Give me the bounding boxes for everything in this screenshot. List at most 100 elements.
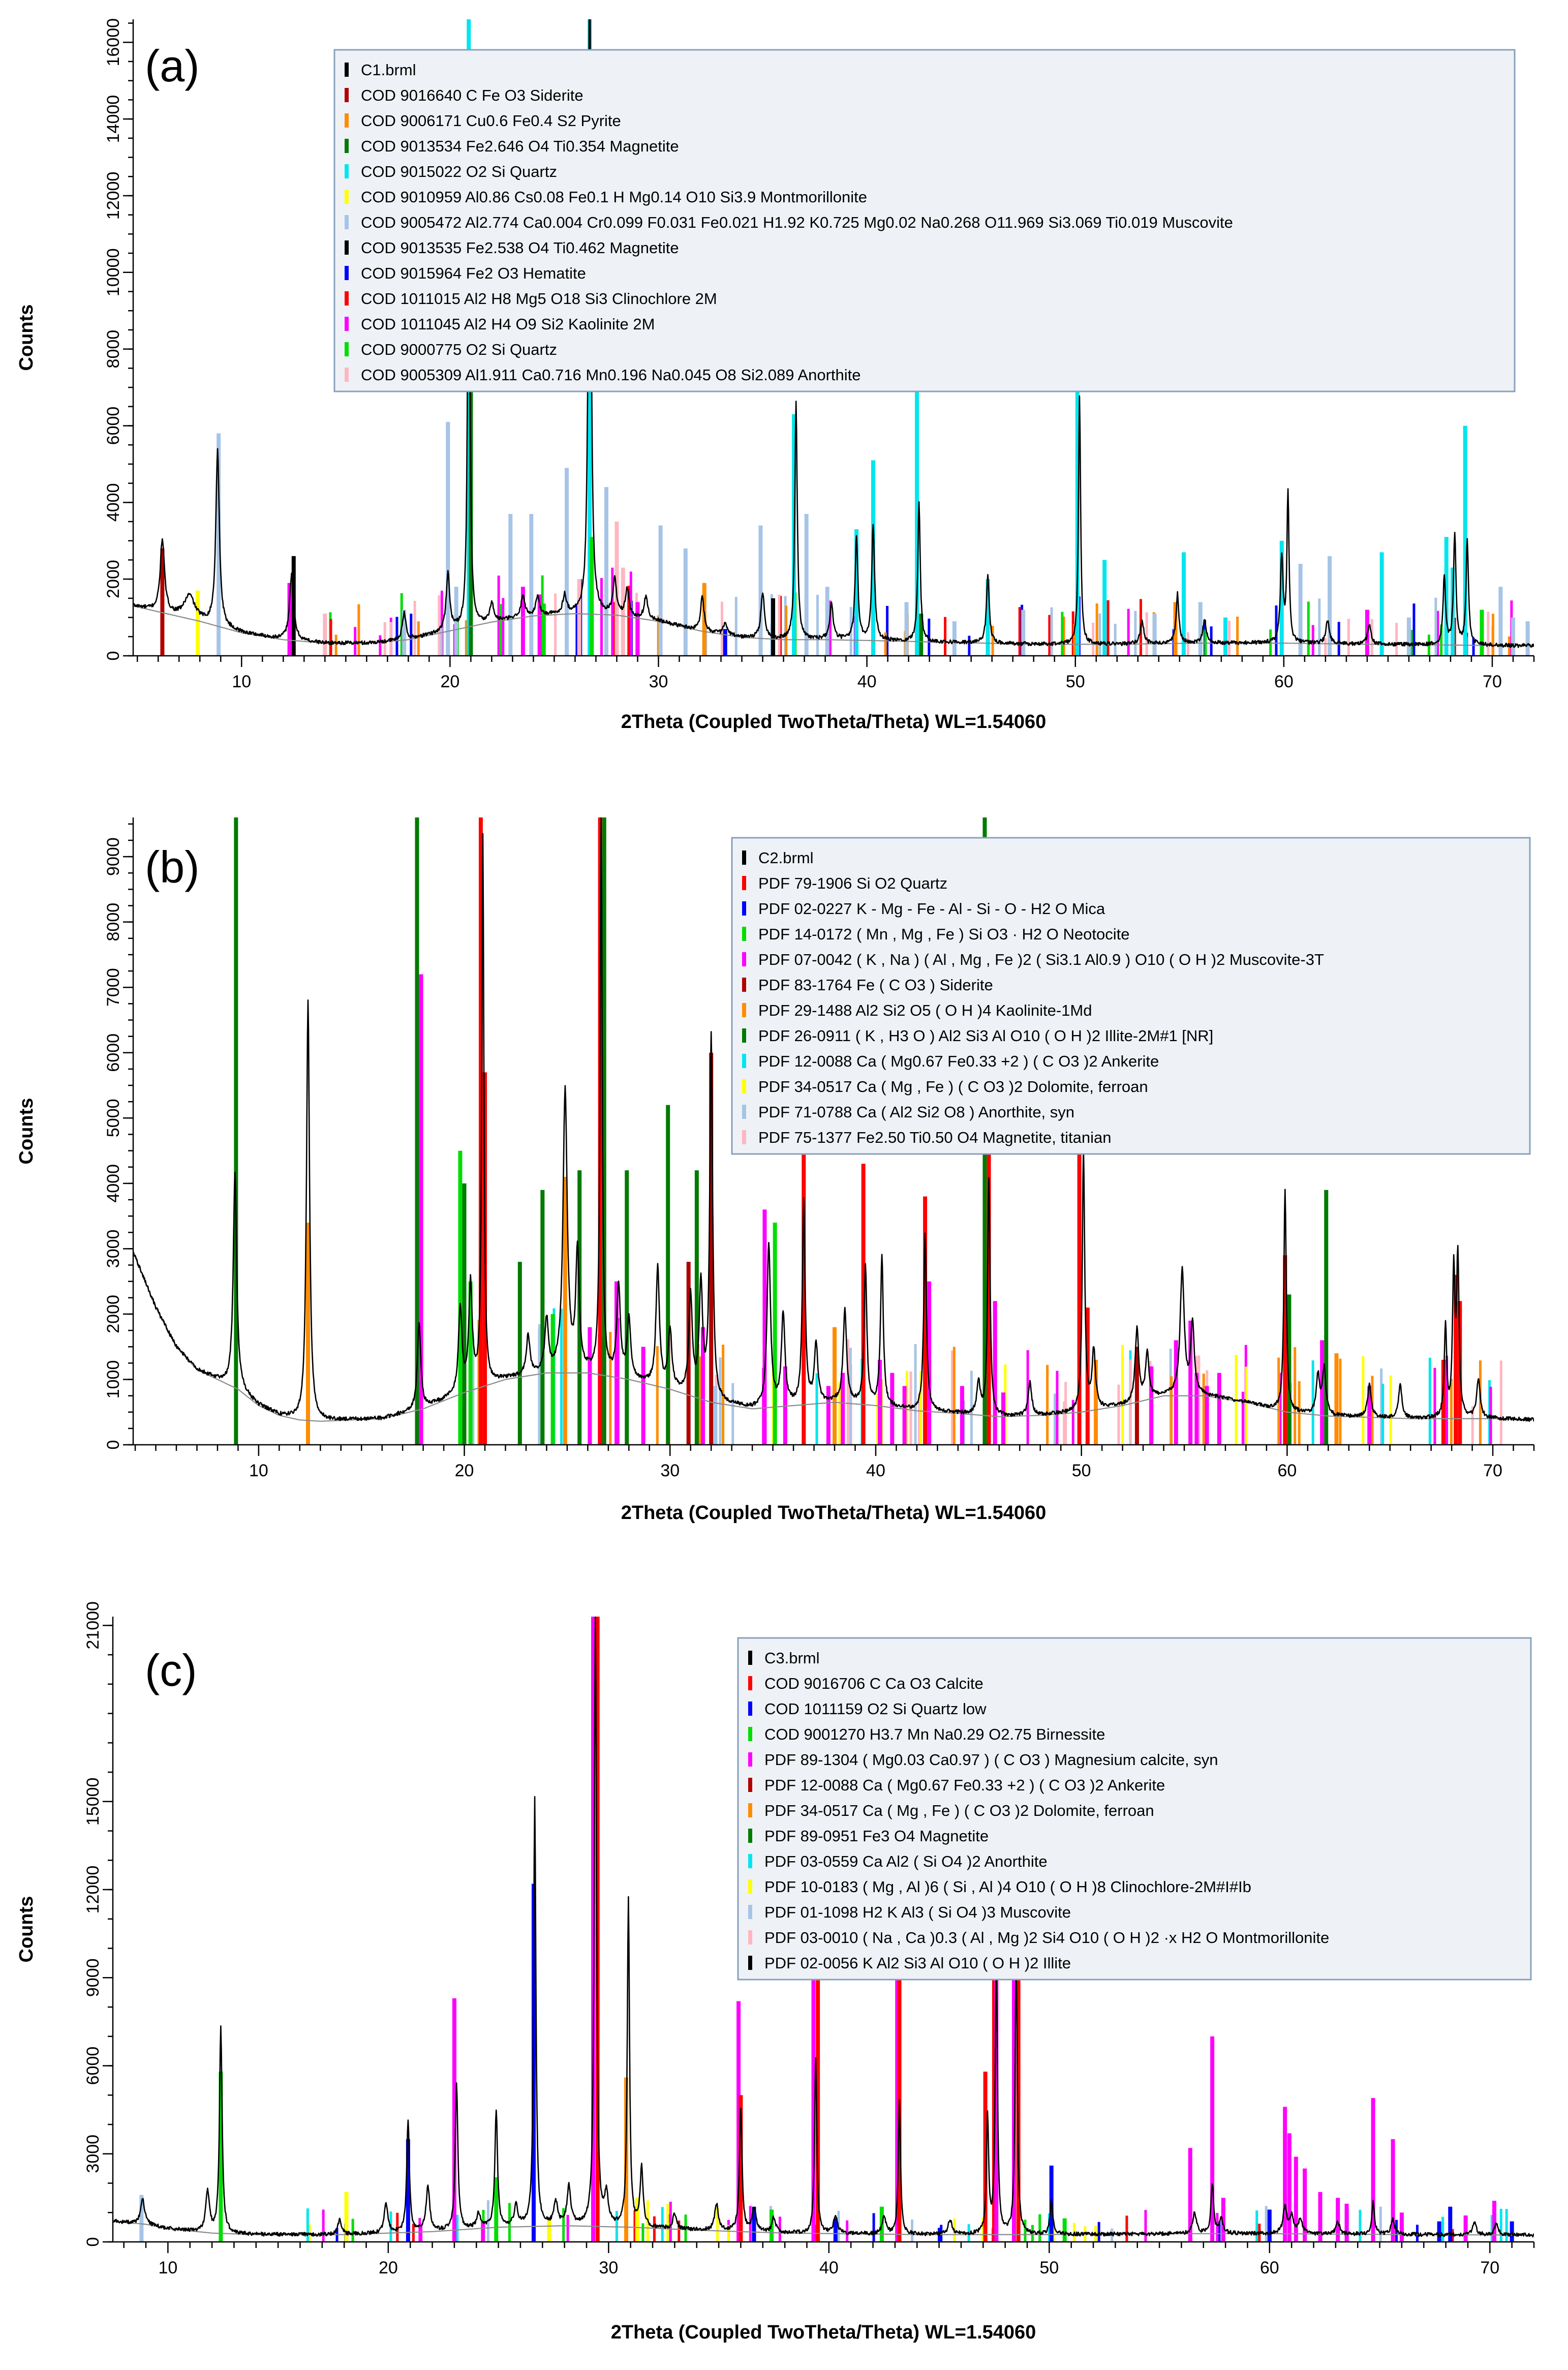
legend-entry: PDF 89-1304 ( Mg0.03 Ca0.97 ) ( C O3 ) M… [764, 1751, 1218, 1769]
xrd-chart-c: 10 20 30 40 50 60 70 0 3000 6000 9000 12000 15000 210… [16, 1601, 1535, 2343]
x-tick-label: 30 [660, 1461, 680, 1480]
legend-swatch [748, 1829, 752, 1843]
legend-entry: PDF 34-0517 Ca ( Mg , Fe ) ( C O3 )2 Dol… [758, 1078, 1148, 1096]
panel-c: 10 20 30 40 50 60 70 0 3000 6000 9000 12000 15000 210… [0, 1591, 1568, 2370]
legend-entry: PDF 07-0042 ( K , Na ) ( Al , Mg , Fe )2… [758, 951, 1324, 968]
x-tick-label: 60 [1274, 672, 1294, 691]
legend-swatch [742, 952, 746, 966]
y-tick-label: 2000 [104, 1295, 123, 1333]
x-tick-label: 40 [819, 2258, 839, 2277]
legend-entry: COD 9015022 O2 Si Quartz [361, 163, 557, 180]
xrd-chart-b: 10 20 30 40 50 60 70 0 1000 2000 3000 4000 5000 6000 7… [16, 817, 1535, 1524]
y-tick-label: 5000 [104, 1099, 123, 1137]
y-tick-label: 1000 [104, 1360, 123, 1399]
legend-entry: PDF 02-0227 K - Mg - Fe - Al - Si - O - … [758, 900, 1105, 918]
legend-box [737, 1637, 1532, 1981]
legend-entry: PDF 03-0010 ( Na , Ca )0.3 ( Al , Mg )2 … [764, 1929, 1329, 1947]
x-tick-label: 10 [249, 1461, 268, 1480]
y-tick-label: 6000 [83, 2047, 103, 2085]
legend-swatch [345, 164, 349, 178]
legend-entry: PDF 83-1764 Fe ( C O3 ) Siderite [758, 976, 993, 994]
background-curve [113, 2221, 1532, 2236]
x-tick-label: 60 [1277, 1461, 1297, 1480]
legend-swatch [742, 978, 746, 992]
y-tick-label: 9000 [83, 1958, 103, 1997]
x-tick-label: 40 [857, 672, 877, 691]
measured-pattern-line [113, 1617, 1534, 2238]
legend-swatch [742, 1054, 746, 1068]
legend-swatch [345, 291, 349, 306]
legend-entry: PDF 14-0172 ( Mn , Mg , Fe ) Si O3 · H2 … [758, 925, 1129, 943]
panel-label: (c) [145, 1645, 197, 1695]
measured-pattern-line [133, 817, 1534, 1422]
legend-swatch [748, 1701, 752, 1716]
legend-entry: PDF 75-1377 Fe2.50 Ti0.50 O4 Magnetite, … [758, 1129, 1111, 1146]
x-axis-label: 2Theta (Coupled TwoTheta/Theta) WL=1.540… [621, 711, 1046, 733]
legend-swatch [748, 1727, 752, 1741]
x-tick-label: 20 [379, 2258, 398, 2277]
legend-swatch [748, 1854, 752, 1868]
legend-entry: COD 9016706 C Ca O3 Calcite [764, 1675, 983, 1692]
legend-entry: COD 9005309 Al1.911 Ca0.716 Mn0.196 Na0.… [361, 366, 861, 384]
x-tick-label: 50 [1066, 672, 1085, 691]
y-tick-label: 8000 [104, 903, 123, 941]
y-tick-label: 16000 [104, 18, 123, 67]
x-tick-label: 50 [1072, 1461, 1091, 1480]
y-tick-label: 0 [104, 1440, 123, 1450]
legend-entry: COD 9013534 Fe2.646 O4 Ti0.354 Magnetite [361, 137, 679, 155]
legend-swatch [742, 850, 746, 865]
legend-swatch [345, 317, 349, 331]
legend-entry: PDF 02-0056 K Al2 Si3 Al O10 ( O H )2 Il… [764, 1954, 1071, 1972]
y-tick-label: 3000 [83, 2135, 103, 2173]
y-tick-label: 0 [83, 2237, 103, 2247]
legend-swatch [748, 1651, 752, 1665]
legend-swatch [345, 266, 349, 280]
legend-swatch [742, 1079, 746, 1093]
panel-a: 10 20 30 40 50 60 70 0 2000 4000 6000 8000 10000 1200… [0, 0, 1568, 752]
x-axis-label: 2Theta (Coupled TwoTheta/Theta) WL=1.540… [611, 2322, 1036, 2343]
panel-b: 10 20 30 40 50 60 70 0 1000 2000 3000 4000 5000 6000 7… [0, 793, 1568, 1545]
legend-swatch [742, 927, 746, 941]
legend-entry: COD 1011015 Al2 H8 Mg5 O18 Si3 Clinochlo… [361, 290, 717, 308]
x-tick-label: 60 [1260, 2258, 1279, 2277]
legend-swatch [345, 368, 349, 382]
legend-swatch [345, 215, 349, 229]
legend-swatch [345, 139, 349, 153]
panel-label: (b) [145, 842, 200, 892]
x-tick-label: 70 [1483, 672, 1502, 691]
legend-entry: PDF 26-0911 ( K , H3 O ) Al2 Si3 Al O10 … [758, 1027, 1213, 1045]
y-tick-label: 14000 [104, 95, 123, 143]
measured-pattern-line [133, 19, 1534, 648]
legend-entry: C3.brml [764, 1649, 820, 1667]
legend-entry: COD 9016640 C Fe O3 Siderite [361, 86, 583, 104]
legend-entry: COD 9001270 H3.7 Mn Na0.29 O2.75 Birness… [764, 1725, 1105, 1743]
y-tick-label: 4000 [104, 1164, 123, 1203]
legend-entry: PDF 71-0788 Ca ( Al2 Si2 O8 ) Anorthite,… [758, 1103, 1074, 1121]
legend-swatch [742, 1003, 746, 1017]
y-tick-label: 2000 [104, 560, 123, 598]
panel-label: (a) [145, 41, 200, 91]
legend: C1.brml COD 9016640 C Fe O3 Siderite COD 9… [333, 49, 1516, 392]
legend-entry: PDF 01-1098 H2 K Al3 ( Si O4 )3 Muscovit… [764, 1903, 1071, 1921]
legend-swatch [345, 63, 349, 77]
x-tick-label: 20 [455, 1461, 474, 1480]
x-tick-label: 10 [232, 672, 251, 691]
legend-entry: PDF 34-0517 Ca ( Mg , Fe ) ( C O3 )2 Dol… [764, 1802, 1154, 1819]
legend-entry: COD 9005472 Al2.774 Ca0.004 Cr0.099 F0.0… [361, 214, 1233, 231]
legend: C3.brml COD 9016706 C Ca O3 Calcite COD 10… [737, 1637, 1532, 1981]
legend-entry: COD 9006171 Cu0.6 Fe0.4 S2 Pyrite [361, 112, 621, 130]
legend-entry: COD 9010959 Al0.86 Cs0.08 Fe0.1 H Mg0.14… [361, 188, 867, 206]
legend-box [731, 837, 1531, 1155]
legend-box [333, 49, 1516, 392]
legend-entry: COD 9015964 Fe2 O3 Hematite [361, 264, 586, 282]
legend-entry: PDF 10-0183 ( Mg , Al )6 ( Si , Al )4 O1… [764, 1878, 1251, 1896]
legend-entry: COD 1011159 O2 Si Quartz low [764, 1700, 987, 1718]
legend-swatch [748, 1803, 752, 1817]
legend-entry: PDF 29-1488 Al2 Si2 O5 ( O H )4 Kaolinit… [758, 1001, 1092, 1019]
legend-entry: PDF 89-0951 Fe3 O4 Magnetite [764, 1827, 989, 1845]
y-axis-label: Counts [16, 305, 37, 371]
legend-swatch [748, 1879, 752, 1894]
legend-entry: PDF 79-1906 Si O2 Quartz [758, 874, 947, 892]
y-tick-label: 21000 [83, 1601, 103, 1650]
legend-swatch [748, 1930, 752, 1944]
